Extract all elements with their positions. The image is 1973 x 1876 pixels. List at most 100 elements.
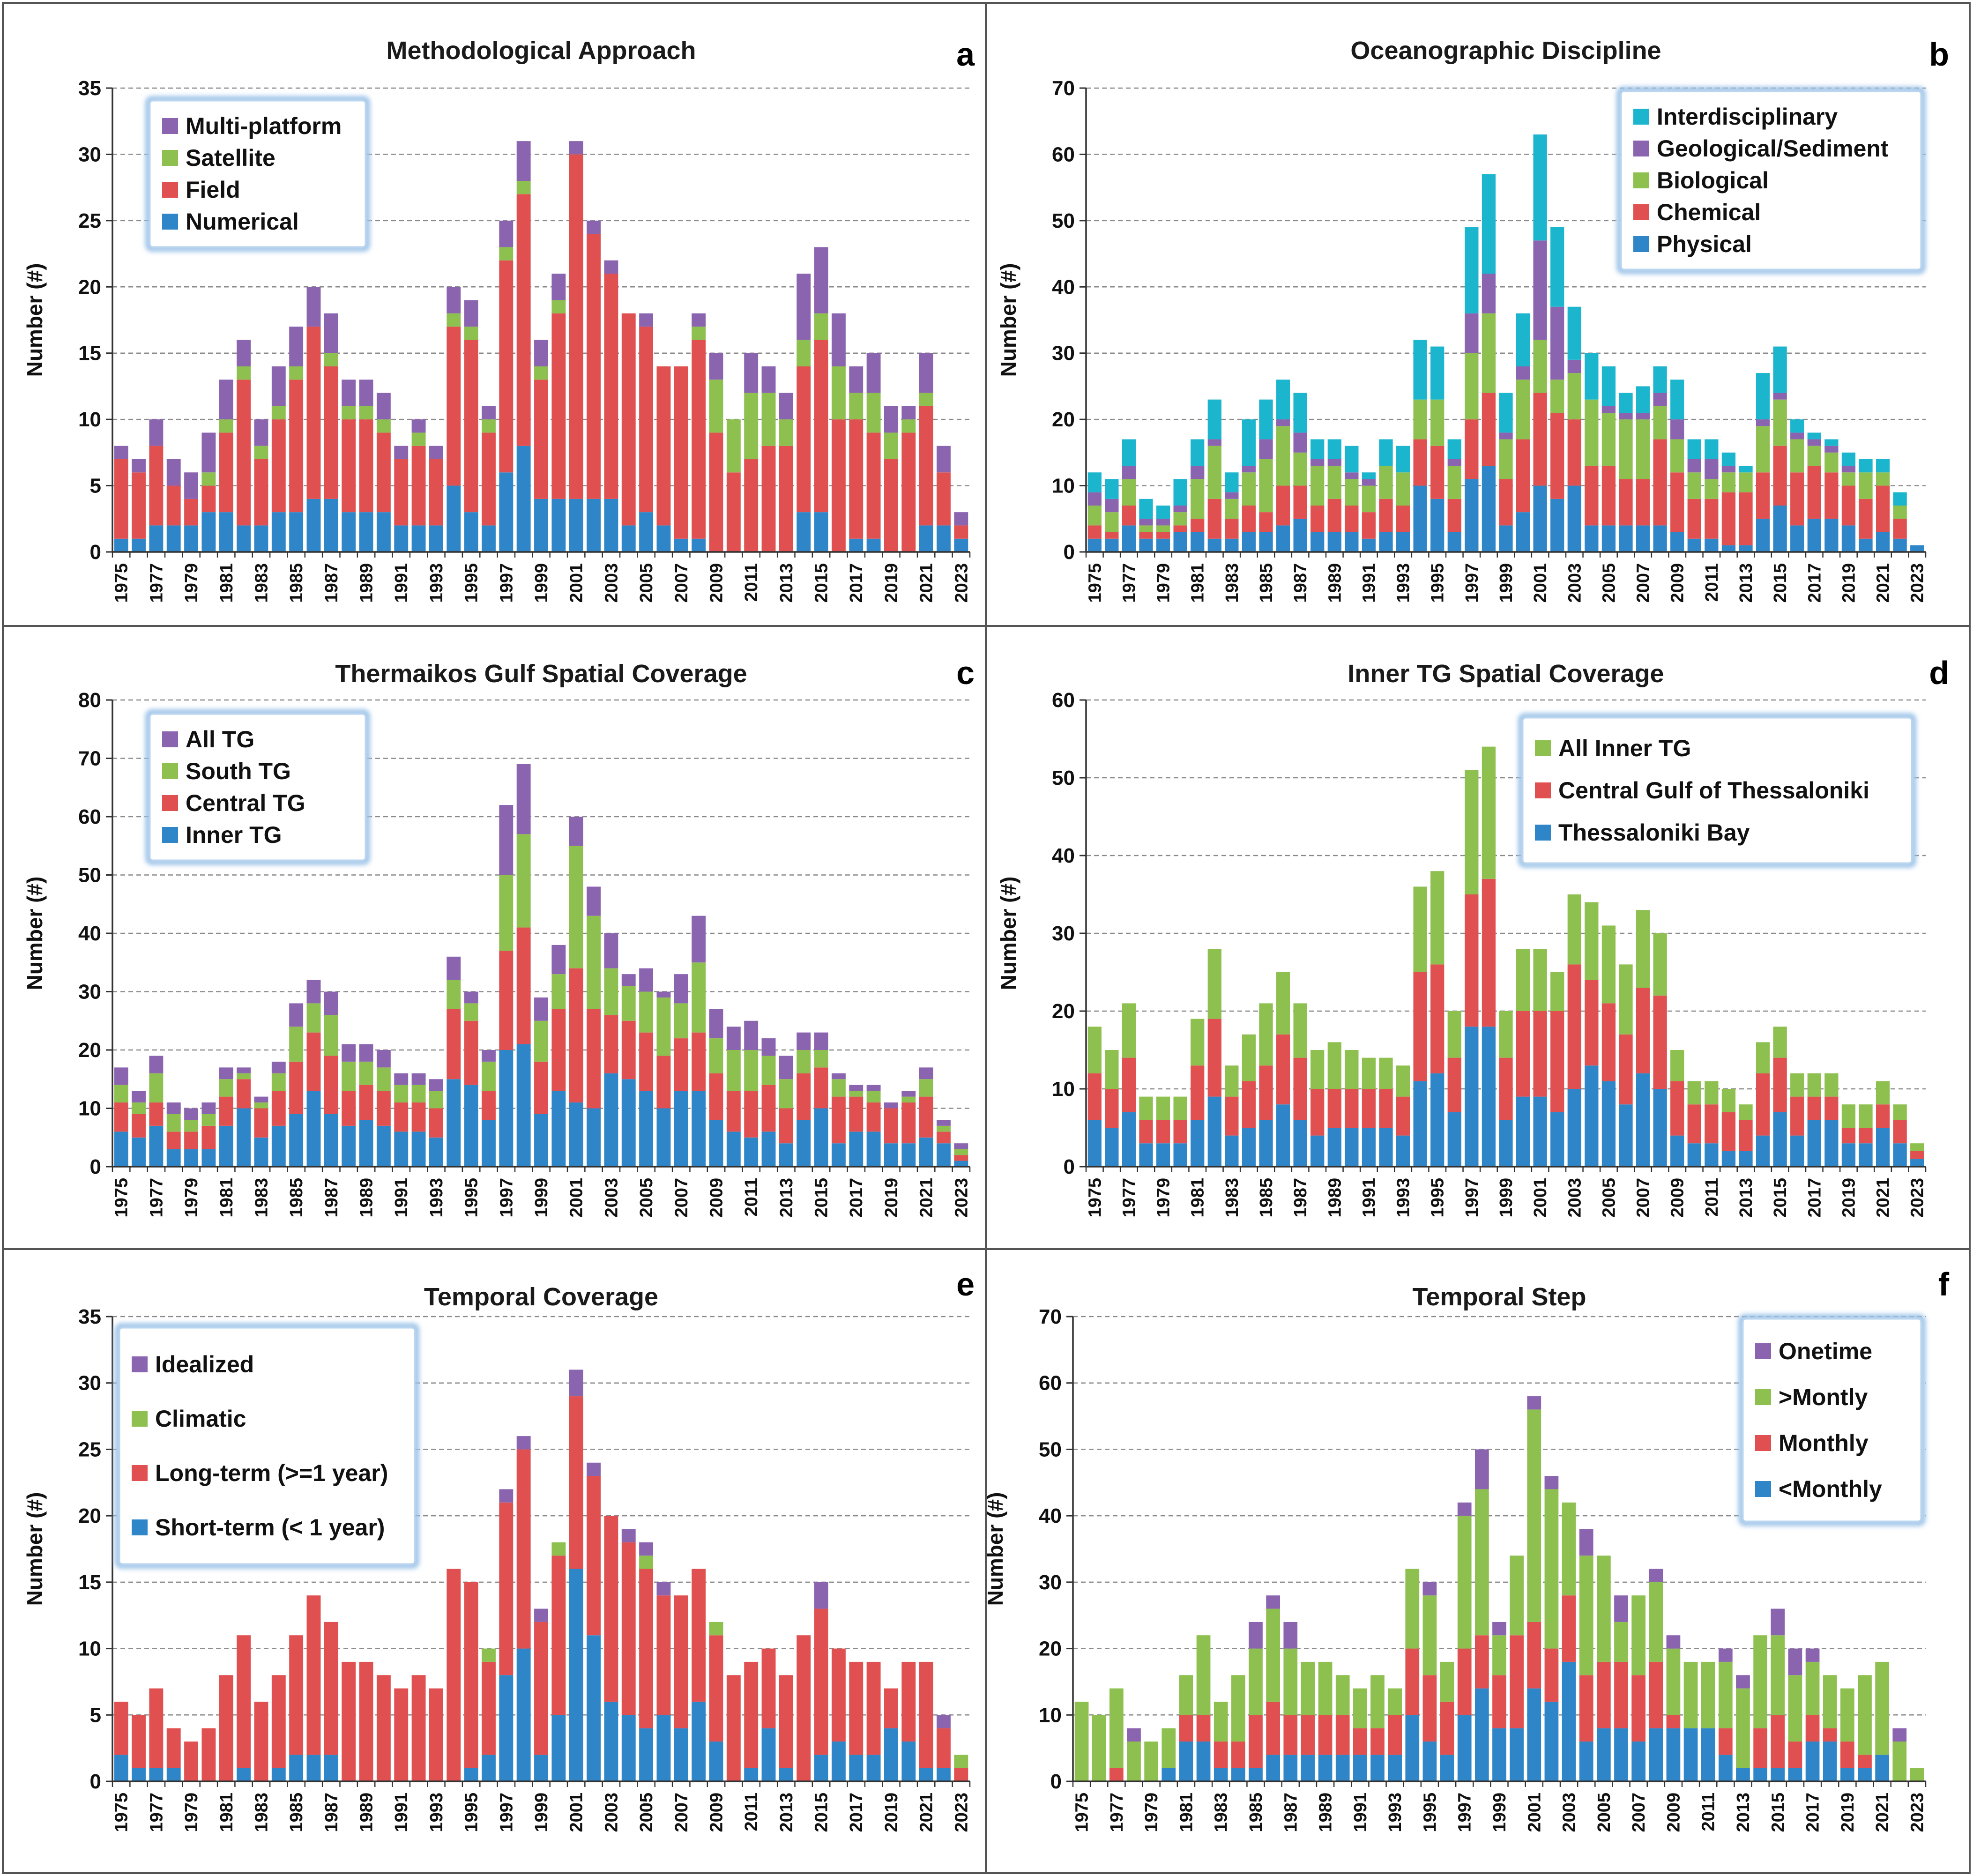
bar-all-tg-1988	[342, 1044, 356, 1062]
bar-idealized-1997	[499, 1489, 514, 1503]
bar-central-tg-1979	[184, 1132, 198, 1149]
bar-inner-tg-1977	[149, 1125, 164, 1167]
bar-chemical-2020	[1859, 499, 1873, 539]
bar-long-term-1-year-1992	[411, 1675, 426, 1781]
bar-multi-platform-1978	[166, 459, 181, 486]
x-tick-label: 1991	[1359, 1178, 1379, 1218]
bar-south-tg-2015	[814, 1050, 828, 1068]
bar-physical-2015	[1773, 506, 1787, 552]
bar-chemical-1984	[1242, 506, 1256, 532]
x-tick-label: 2011	[1699, 1793, 1719, 1831]
bar-idealized-2004	[621, 1529, 636, 1542]
y-tick-label: 70	[1052, 77, 1075, 100]
bar-physical-2005	[1601, 525, 1616, 552]
bar-numerical-2001	[569, 499, 583, 552]
bar-biological-2011	[1705, 479, 1719, 499]
bar-geological-sediment-1986	[1276, 419, 1290, 426]
bar-multi-platform-2023	[954, 512, 968, 526]
bar-long-term-1-year-1994	[447, 1569, 461, 1781]
bar-inner-tg-2018	[866, 1132, 881, 1167]
bar-short-term-1-year-1977	[149, 1768, 164, 1781]
bar-physical-1993	[1396, 532, 1410, 552]
bar-idealized-2002	[587, 1462, 601, 1476]
legend-label-thessaloniki-bay: Thessaloniki Bay	[1558, 819, 1750, 846]
bar-physical-2012	[1721, 545, 1736, 552]
bar-geological-sediment-2015	[1773, 393, 1787, 400]
bar-short-term-1-year-1996	[482, 1755, 496, 1781]
bar-short-term-1-year-1995	[464, 1768, 478, 1781]
x-tick-label: 2007	[672, 1793, 692, 1832]
x-tick-label: 1989	[357, 1793, 377, 1832]
legend-swatch-satellite	[162, 150, 178, 166]
bar-central-tg-1982	[237, 1079, 251, 1109]
x-tick-label: 2005	[637, 1793, 656, 1832]
bar-inner-tg-1981	[219, 1125, 233, 1167]
bar-long-term-1-year-2011	[744, 1661, 759, 1768]
bar-all-tg-2013	[779, 1056, 793, 1079]
bar-south-tg-1987	[324, 1015, 338, 1056]
bar-monthly-1982	[1196, 1741, 1211, 1781]
bar-interdisciplinary-2012	[1721, 452, 1736, 466]
bar-geological-sediment-2000	[1516, 366, 1530, 380]
bar-interdisciplinary-1988	[1310, 439, 1325, 459]
y-tick-label: 35	[78, 1305, 101, 1328]
bar-montly-1988	[1301, 1661, 1315, 1715]
x-tick-label: 2021	[917, 563, 937, 603]
legend-label-all-inner-tg: All Inner TG	[1558, 735, 1691, 761]
bar-biological-1987	[1293, 452, 1307, 486]
bar-interdisciplinary-1982	[1207, 399, 1221, 439]
x-tick-label: 1999	[1497, 1178, 1516, 1218]
bar-multi-platform-2008	[692, 313, 706, 327]
bar-thessaloniki-bay-1986	[1276, 1104, 1290, 1167]
bar-long-term-1-year-1981	[219, 1675, 233, 1781]
bar-montly-2018	[1823, 1675, 1837, 1728]
bar-inner-tg-1999	[534, 1114, 548, 1167]
panel-letter: b	[1929, 36, 1949, 73]
bar-interdisciplinary-2000	[1516, 313, 1530, 366]
bar-multi-platform-2018	[866, 353, 881, 393]
bar-all-inner-tg-2000	[1516, 949, 1530, 1011]
legend-glow	[1518, 713, 1916, 868]
bar-montly-1984	[1231, 1675, 1245, 1742]
x-tick-label: 2003	[602, 563, 621, 603]
bar-numerical-2015	[814, 512, 828, 552]
bar-biological-2015	[1773, 399, 1787, 446]
bar-biological-2013	[1739, 472, 1753, 492]
bar-biological-2012	[1721, 472, 1736, 492]
bar-thessaloniki-bay-1975	[1087, 1120, 1102, 1167]
bar-inner-tg-2019	[884, 1143, 898, 1167]
bar-inner-tg-2021	[919, 1137, 933, 1167]
legend-swatch-thessaloniki-bay	[1535, 825, 1551, 841]
bar-biological-2019	[1841, 472, 1856, 486]
bar-geological-sediment-1979	[1156, 519, 1170, 526]
bar-physical-2018	[1824, 519, 1839, 552]
bar-all-inner-tg-1994	[1413, 886, 1427, 972]
y-tick-label: 20	[78, 1039, 101, 1062]
bar-all-inner-tg-2009	[1670, 1050, 1684, 1081]
bar-field-1979	[184, 499, 198, 526]
bar-onetime-1985	[1249, 1622, 1263, 1649]
bar-short-term-1-year-1998	[516, 1648, 531, 1781]
bar-central-tg-2004	[621, 1020, 636, 1079]
bar-numerical-1977	[149, 525, 164, 552]
bar-monthly-2019	[1840, 1768, 1854, 1781]
bar-montly-2023	[1910, 1768, 1924, 1781]
bar-all-inner-tg-1976	[1105, 1050, 1119, 1089]
bar-satellite-2016	[831, 366, 846, 420]
bar-south-tg-2022	[937, 1125, 951, 1132]
legend-glow	[145, 96, 370, 252]
bar-field-2022	[937, 472, 951, 526]
bar-chemical-2022	[1893, 519, 1907, 539]
bar-satellite-2021	[919, 393, 933, 406]
bar-physical-2010	[1687, 538, 1701, 552]
bar-inner-tg-2008	[692, 1091, 706, 1167]
bar-central-tg-1991	[394, 1102, 409, 1132]
bar-numerical-1994	[447, 485, 461, 552]
bar-all-tg-2003	[604, 933, 618, 968]
bar-all-inner-tg-2012	[1721, 1089, 1736, 1112]
bar-montly-2004	[1579, 1556, 1593, 1675]
bar-montly-1979	[1144, 1741, 1158, 1781]
y-tick-label: 40	[1039, 1504, 1062, 1527]
bar-field-1996	[482, 432, 496, 526]
bar-geological-sediment-1981	[1191, 466, 1205, 479]
